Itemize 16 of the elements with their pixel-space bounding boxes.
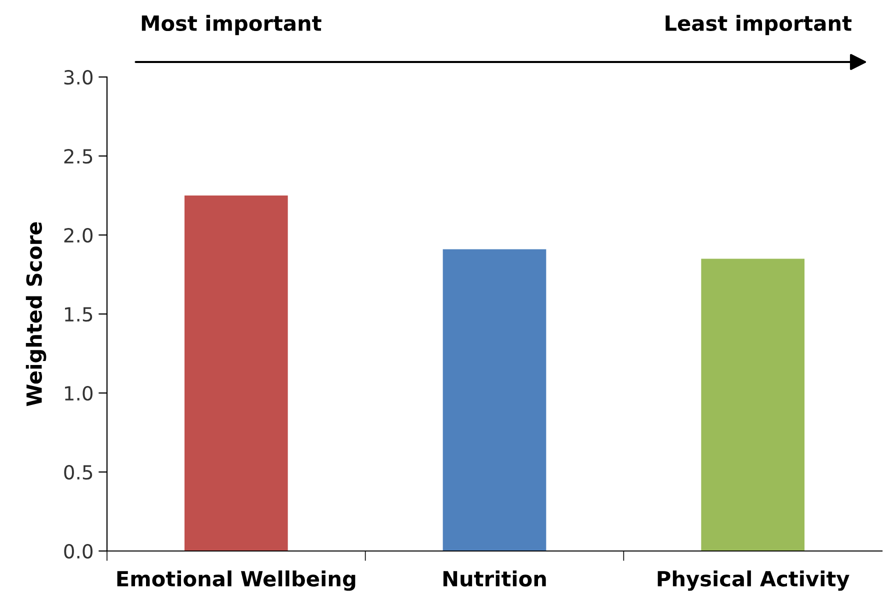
bar — [701, 258, 804, 551]
y-tick-label: 2.5 — [64, 148, 92, 164]
x-tick-label: Physical Activity — [658, 570, 850, 591]
y-tick-label: 3.0 — [64, 70, 93, 85]
y-axis-title: Weighted Score — [26, 222, 46, 406]
y-tick-label: 1.0 — [65, 386, 93, 401]
y-tick-label: 2.0 — [64, 228, 93, 243]
y-tick-label: 1.5 — [65, 307, 92, 322]
text: Least important — [666, 14, 852, 36]
text: Most important — [142, 14, 322, 36]
x-tick-label: Emotional Wellbeing — [117, 570, 356, 591]
bar — [184, 196, 288, 551]
bar — [442, 249, 546, 551]
y-tick-label: 0.0 — [64, 544, 93, 559]
y-tick-label: 0.5 — [64, 464, 92, 480]
x-tick-label: Nutrition — [443, 570, 546, 587]
